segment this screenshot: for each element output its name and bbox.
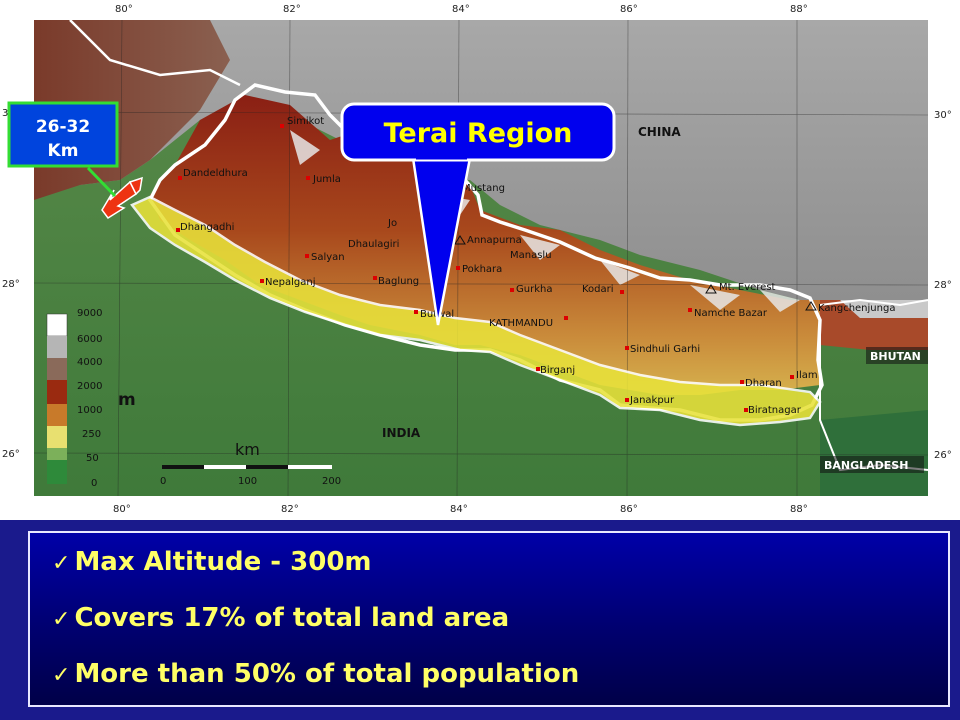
place-janakpur: Janakpur xyxy=(629,395,675,406)
terai-width-arrow xyxy=(86,166,143,220)
fact-text: Max Altitude - 300m xyxy=(74,547,372,577)
svg-text:30°: 30° xyxy=(934,110,952,121)
scale-unit: km xyxy=(235,440,260,459)
place-salyan: Salyan xyxy=(311,252,345,263)
fact-population: ✓ More than 50% of total population xyxy=(52,659,579,689)
svg-text:80°: 80° xyxy=(113,504,131,515)
tibet-plateau xyxy=(34,20,928,320)
fact-land-area: ✓ Covers 17% of total land area xyxy=(52,603,509,633)
label-india: INDIA xyxy=(382,426,421,440)
svg-text:82°: 82° xyxy=(281,504,299,515)
facts-panel: ✓ Max Altitude - 300m ✓ Covers 17% of tota… xyxy=(28,531,950,707)
label-china: CHINA xyxy=(638,125,681,139)
latitude-labels-right: 30° 28° 26° xyxy=(934,110,952,461)
place-simikot: Simikot xyxy=(287,116,324,127)
svg-text:88°: 88° xyxy=(790,4,808,15)
svg-text:2000: 2000 xyxy=(77,381,102,392)
svg-text:100: 100 xyxy=(238,476,257,487)
svg-text:84°: 84° xyxy=(450,504,468,515)
longitude-labels-top: 80° 82° 84° 86° 88° xyxy=(115,4,808,15)
svg-text:9000: 9000 xyxy=(77,308,102,319)
place-markers: Simikot Dandeldhura Jumla Jo Mustang Ann… xyxy=(176,116,895,416)
checkmark-icon: ✓ xyxy=(52,551,71,576)
svg-text:80°: 80° xyxy=(115,4,133,15)
svg-text:0: 0 xyxy=(91,478,97,489)
india-china-border xyxy=(69,19,241,87)
label-bhutan: BHUTAN xyxy=(870,350,921,363)
svg-text:26°: 26° xyxy=(934,450,952,461)
nepal-border xyxy=(147,83,824,422)
svg-text:28°: 28° xyxy=(2,279,20,290)
place-dhangadhi: Dhangadhi xyxy=(180,222,234,233)
fact-max-altitude: ✓ Max Altitude - 300m xyxy=(52,547,372,577)
svg-text:86°: 86° xyxy=(620,504,638,515)
svg-text:6000: 6000 xyxy=(77,334,102,345)
place-annapurna: Annapurna xyxy=(467,235,522,246)
svg-text:0: 0 xyxy=(160,476,166,487)
svg-text:26°: 26° xyxy=(2,449,20,460)
terai-region-band xyxy=(130,195,822,427)
place-sindhuli: Sindhuli Garhi xyxy=(630,344,700,355)
svg-text:50: 50 xyxy=(86,453,99,464)
svg-text:4000: 4000 xyxy=(77,357,102,368)
nepal-mountains xyxy=(150,95,820,395)
place-birganj: Birganj xyxy=(540,365,575,376)
checkmark-icon: ✓ xyxy=(52,663,71,688)
svg-text:86°: 86° xyxy=(620,4,638,15)
checkmark-icon: ✓ xyxy=(52,607,71,632)
place-jumla: Jumla xyxy=(312,174,341,185)
place-everest: Mt. Everest xyxy=(719,282,776,293)
svg-text:1000: 1000 xyxy=(77,405,102,416)
map-svg: 80° 82° 84° 86° 88° 80° 82° 84° 86° 88° … xyxy=(2,4,952,515)
place-dhaulagiri: Dhaulagiri xyxy=(348,239,399,250)
place-manaslu: Manaslu xyxy=(510,250,552,261)
label-bangladesh: BANGLADESH xyxy=(824,459,908,472)
bangladesh-plains xyxy=(820,410,928,496)
place-biratnagar: Biratnagar xyxy=(748,405,802,416)
bhutan-label-bg xyxy=(866,347,928,364)
svg-text:84°: 84° xyxy=(452,4,470,15)
terai-callout: Terai Region xyxy=(340,102,616,326)
place-baglung: Baglung xyxy=(378,276,419,287)
place-mustang: Mustang xyxy=(462,183,505,194)
graticule xyxy=(33,19,929,497)
svg-text:250: 250 xyxy=(82,429,101,440)
place-pokhara: Pokhara xyxy=(462,264,502,275)
bhutan-border xyxy=(819,298,929,307)
place-gurkha: Gurkha xyxy=(516,284,552,295)
legend-unit: m xyxy=(118,390,136,410)
place-kathmandu: KATHMANDU xyxy=(489,318,553,329)
place-jomsom: Jo xyxy=(387,218,397,229)
place-kodari: Kodari xyxy=(582,284,614,295)
place-ilam: Ilam xyxy=(796,370,818,381)
fact-text: More than 50% of total population xyxy=(74,659,580,689)
callout-title: Terai Region xyxy=(384,118,573,149)
svg-text:200: 200 xyxy=(322,476,341,487)
bangladesh-label-bg xyxy=(820,456,924,473)
scale-bar: km 0 100 200 xyxy=(160,440,341,487)
longitude-labels-bottom: 80° 82° 84° 86° 88° xyxy=(113,504,808,515)
width-badge: 26-32 Km xyxy=(7,101,119,168)
nepal-relief-map: 80° 82° 84° 86° 88° 80° 82° 84° 86° 88° … xyxy=(0,0,960,520)
svg-text:28°: 28° xyxy=(934,280,952,291)
elevation-legend: 9000 6000 4000 2000 1000 250 50 0 m xyxy=(46,308,136,489)
fact-text: Covers 17% of total land area xyxy=(74,603,510,633)
svg-text:82°: 82° xyxy=(283,4,301,15)
place-nepalganj: Nepalganj xyxy=(265,277,315,288)
place-dharan: Dharan xyxy=(745,378,782,389)
svg-text:88°: 88° xyxy=(790,504,808,515)
place-namche: Namche Bazar xyxy=(694,308,768,319)
place-dandeldhura: Dandeldhura xyxy=(183,168,248,179)
width-badge-line1: 26-32 xyxy=(36,117,90,137)
width-badge-line2: Km xyxy=(48,141,79,161)
place-kangchenjunga: Kangchenjunga xyxy=(818,303,895,314)
